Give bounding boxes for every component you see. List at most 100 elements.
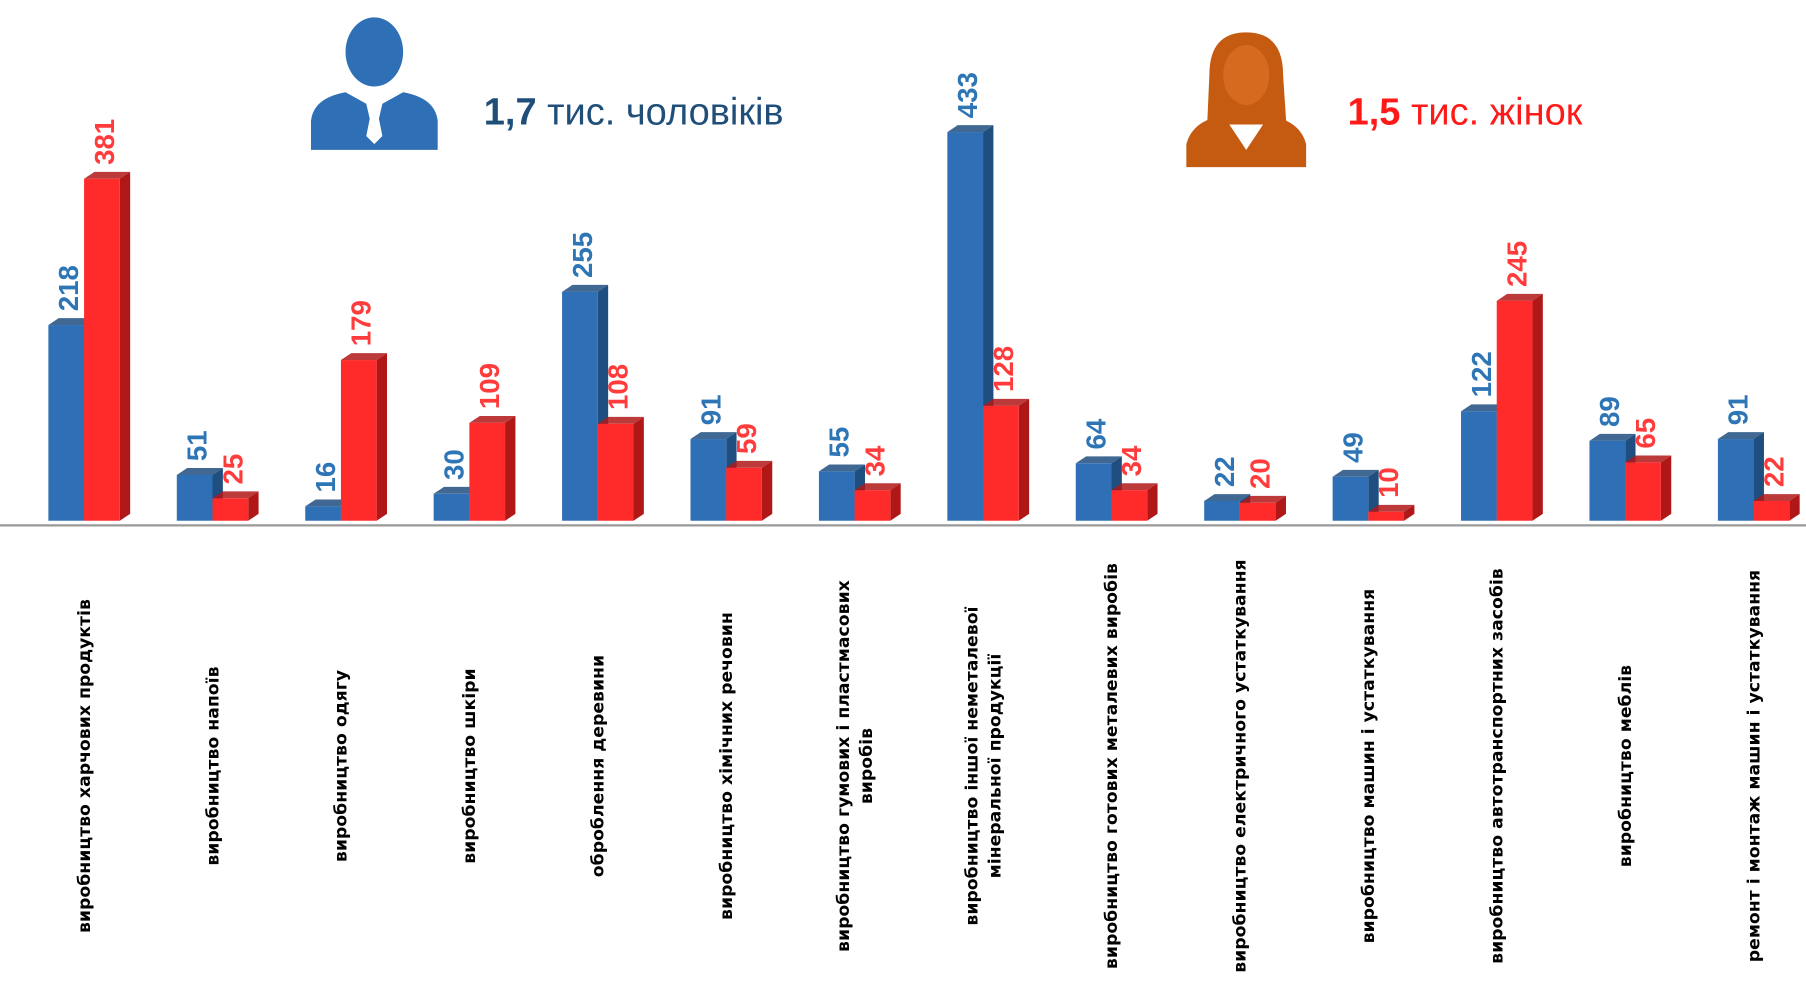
bar-front xyxy=(340,360,377,521)
bar-side xyxy=(1275,495,1286,521)
men-total-value: 1,7 xyxy=(484,92,537,134)
value-label: 59 xyxy=(731,423,762,454)
bar xyxy=(854,483,901,521)
bar-front xyxy=(1111,490,1148,521)
value-label: 65 xyxy=(1630,418,1661,449)
value-label: 25 xyxy=(217,454,248,485)
bar-top xyxy=(469,415,516,423)
women-total-text: тис. жінок xyxy=(1411,92,1583,134)
bar-side xyxy=(1018,398,1030,521)
x-tick-label: виробництво гумових і пластмасових виробі… xyxy=(834,580,877,952)
value-label: 30 xyxy=(438,449,469,480)
woman-icon xyxy=(1186,32,1307,168)
bar-top xyxy=(84,171,131,179)
women-total: 1,5 тис. жінок xyxy=(1348,92,1583,134)
bar-side xyxy=(376,353,387,521)
bar-top xyxy=(340,353,387,361)
bar xyxy=(1496,293,1543,521)
bar-top xyxy=(1204,494,1251,501)
bar xyxy=(1111,483,1158,521)
bar-top xyxy=(1368,504,1415,512)
bar-top xyxy=(690,432,737,440)
bar xyxy=(212,491,259,521)
bar-side xyxy=(119,171,131,521)
bar-front xyxy=(1239,502,1276,521)
bar-side xyxy=(761,460,773,521)
value-label: 34 xyxy=(1116,445,1147,476)
bar xyxy=(562,284,609,521)
bar xyxy=(726,460,773,521)
bar-top xyxy=(212,491,259,499)
value-label: 20 xyxy=(1245,458,1276,489)
bar xyxy=(1753,494,1800,521)
women-total-value: 1,5 xyxy=(1348,92,1401,134)
bar-top xyxy=(1753,494,1800,501)
bar-front xyxy=(84,178,120,521)
bar-front xyxy=(726,467,762,521)
value-label: 108 xyxy=(603,364,634,410)
bar-front xyxy=(1368,511,1405,521)
bar-top xyxy=(1496,293,1543,301)
bar-front xyxy=(433,493,470,521)
bar xyxy=(1717,432,1764,521)
bar-front xyxy=(1332,476,1369,521)
bar-side xyxy=(1532,293,1543,521)
bar-front xyxy=(1496,300,1533,521)
value-label: 122 xyxy=(1466,351,1497,397)
x-tick-label: виробництво машин і устаткування xyxy=(1359,589,1379,944)
x-tick-label: виробництво готових металевих виробів xyxy=(1102,563,1122,969)
bar-front xyxy=(469,422,506,521)
bar-top xyxy=(305,499,352,507)
x-tick-label: виробництво хімічних речовин xyxy=(717,612,737,920)
value-label: 49 xyxy=(1337,432,1368,463)
bar-top xyxy=(1625,455,1672,463)
bar-top xyxy=(818,464,865,472)
bar-side xyxy=(248,491,259,521)
value-label: 10 xyxy=(1373,467,1404,498)
bar-front xyxy=(1075,463,1112,521)
value-label: 22 xyxy=(1758,456,1789,487)
bar-front xyxy=(818,471,855,521)
bar-side xyxy=(1147,483,1158,521)
value-label: 22 xyxy=(1209,456,1240,487)
value-label: 381 xyxy=(89,119,120,165)
bar-front xyxy=(854,490,891,521)
x-tick-label: виробництво меблів xyxy=(1616,665,1636,867)
bar xyxy=(1368,504,1415,521)
value-label: 109 xyxy=(474,363,505,409)
bar-front xyxy=(1753,500,1790,521)
x-tick-label: виробництво шкіри xyxy=(460,668,480,863)
bar-front xyxy=(1461,411,1497,521)
bar-front xyxy=(212,498,249,521)
bar-top xyxy=(1717,432,1764,440)
value-label: 55 xyxy=(824,427,855,458)
bar-front xyxy=(1204,500,1240,521)
bar-side xyxy=(1404,504,1415,521)
value-label: 91 xyxy=(1723,394,1754,425)
value-label: 64 xyxy=(1081,418,1112,449)
bar-front xyxy=(983,405,1019,521)
bar-top xyxy=(176,468,223,475)
bar-top xyxy=(1239,495,1286,503)
bar-top xyxy=(1075,456,1122,464)
bar xyxy=(1625,455,1672,521)
value-label: 51 xyxy=(182,430,213,461)
bar-front xyxy=(690,439,727,521)
bar xyxy=(983,398,1030,521)
bar-front xyxy=(305,506,341,521)
x-tick-label: виробництво іншої неметалевої мінеральної… xyxy=(962,606,1005,925)
bar-top xyxy=(726,460,773,468)
x-tick-label: виробництво одягу xyxy=(332,670,352,862)
bar xyxy=(597,416,644,521)
bar xyxy=(1239,495,1286,521)
bar-top xyxy=(854,483,901,491)
value-label: 89 xyxy=(1594,396,1625,427)
men-total-text: тис. чоловіків xyxy=(547,92,783,134)
bar-front xyxy=(947,132,984,521)
x-tick-label: ремонт і монтаж машин і устаткування xyxy=(1744,570,1764,962)
men-total: 1,7 тис. чоловіків xyxy=(484,92,784,134)
bar-front xyxy=(176,474,213,521)
bar-top xyxy=(947,125,994,133)
value-label: 34 xyxy=(859,445,890,476)
bar-side xyxy=(1789,494,1800,521)
